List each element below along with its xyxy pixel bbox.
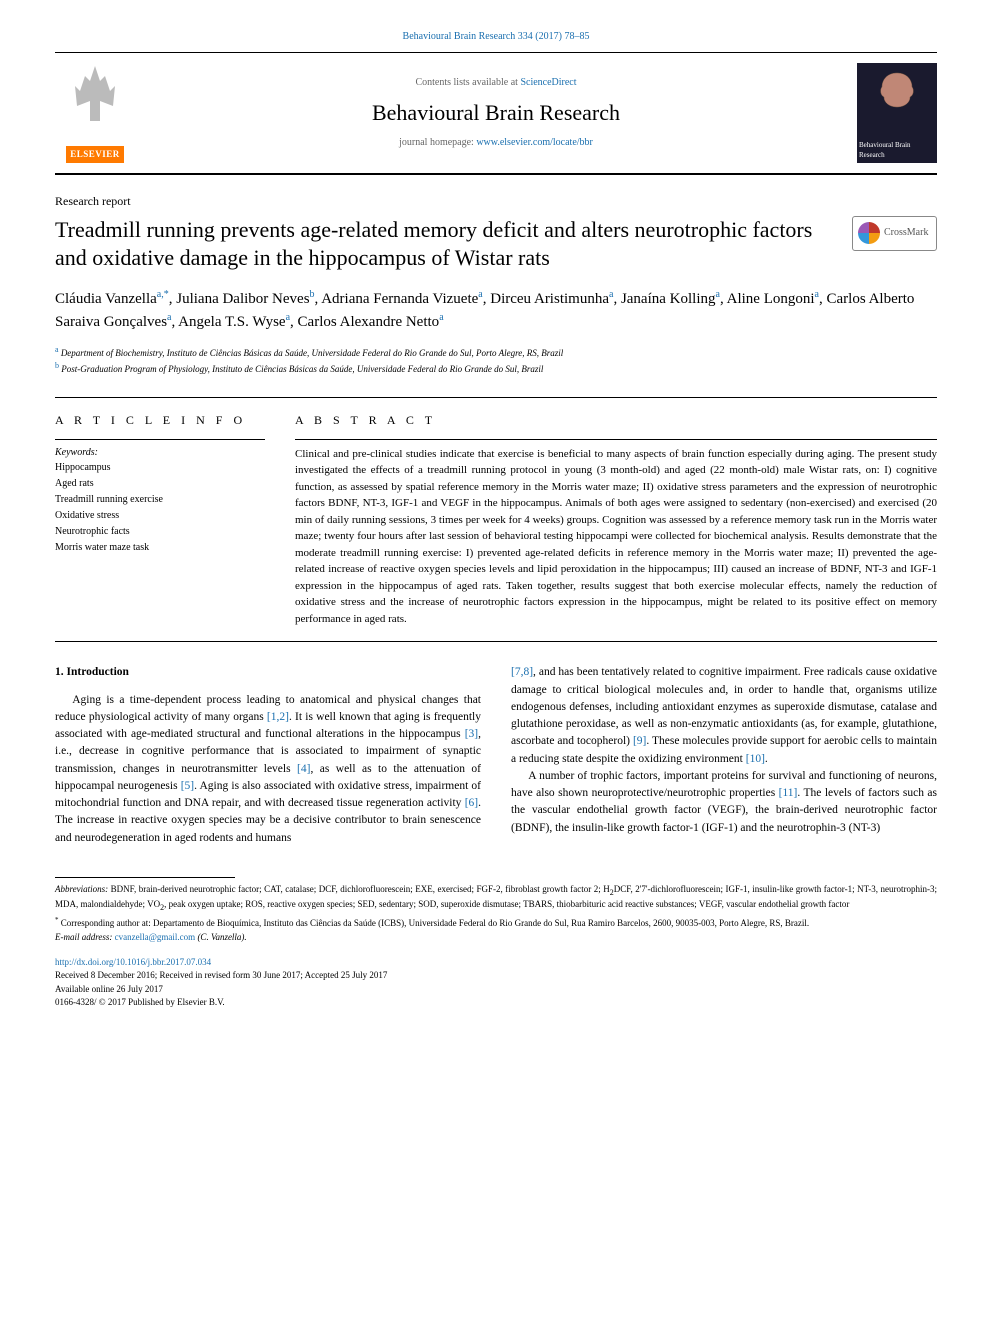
cover-text: Behavioural Brain Research xyxy=(859,141,935,161)
body-columns: 1. Introduction Aging is a time-dependen… xyxy=(55,664,937,847)
affil-text: Post-Graduation Program of Physiology, I… xyxy=(61,364,543,374)
intro-para-1-cont: [7,8], and has been tentatively related … xyxy=(511,664,937,768)
homepage-link[interactable]: www.elsevier.com/locate/bbr xyxy=(476,137,593,148)
journal-cover: Behavioural Brain Research xyxy=(857,63,937,163)
keyword: Treadmill running exercise xyxy=(55,492,265,508)
journal-name: Behavioural Brain Research xyxy=(135,98,857,129)
available-line: Available online 26 July 2017 xyxy=(55,984,163,994)
sciencedirect-link[interactable]: ScienceDirect xyxy=(520,77,576,88)
received-line: Received 8 December 2016; Received in re… xyxy=(55,970,387,980)
column-left: 1. Introduction Aging is a time-dependen… xyxy=(55,664,481,847)
header-center: Contents lists available at ScienceDirec… xyxy=(135,76,857,151)
crossmark-icon xyxy=(858,222,880,244)
introduction-heading: 1. Introduction xyxy=(55,664,481,681)
column-right: [7,8], and has been tentatively related … xyxy=(511,664,937,847)
keyword: Hippocampus xyxy=(55,460,265,476)
article-type: Research report xyxy=(55,193,937,210)
elsevier-text: ELSEVIER xyxy=(66,146,124,163)
keyword: Aged rats xyxy=(55,476,265,492)
doi-link[interactable]: http://dx.doi.org/10.1016/j.bbr.2017.07.… xyxy=(55,957,211,967)
affiliation-b: b Post-Graduation Program of Physiology,… xyxy=(55,360,937,377)
affil-label: b xyxy=(55,361,59,370)
corresponding-author: * Corresponding author at: Departamento … xyxy=(55,916,937,930)
journal-header: ELSEVIER Contents lists available at Sci… xyxy=(55,52,937,175)
abbreviations: Abbreviations: BDNF, brain-derived neuro… xyxy=(55,883,937,913)
crossmark-text: CrossMark xyxy=(884,226,928,240)
abstract-column: A B S T R A C T Clinical and pre-clinica… xyxy=(295,412,937,627)
abstract-text: Clinical and pre-clinical studies indica… xyxy=(295,446,937,628)
email-line: E-mail address: cvanzella@gmail.com (C. … xyxy=(55,931,937,944)
keywords-list: Hippocampus Aged rats Treadmill running … xyxy=(55,460,265,556)
abstract-heading: A B S T R A C T xyxy=(295,412,937,429)
affil-label: a xyxy=(55,345,59,354)
intro-para-2: A number of trophic factors, important p… xyxy=(511,768,937,837)
keyword: Oxidative stress xyxy=(55,508,265,524)
contents-prefix: Contents lists available at xyxy=(415,77,520,88)
article-info: A R T I C L E I N F O Keywords: Hippocam… xyxy=(55,412,265,627)
affiliation-a: a Department of Biochemistry, Instituto … xyxy=(55,344,937,361)
doi-section: http://dx.doi.org/10.1016/j.bbr.2017.07.… xyxy=(55,956,937,1010)
divider xyxy=(55,439,265,440)
elsevier-tree-icon xyxy=(65,61,125,146)
title-row: Treadmill running prevents age-related m… xyxy=(55,216,937,273)
intro-para-1: Aging is a time-dependent process leadin… xyxy=(55,692,481,847)
keywords-label: Keywords: xyxy=(55,446,265,460)
crossmark-badge[interactable]: CrossMark xyxy=(852,216,937,251)
article-info-heading: A R T I C L E I N F O xyxy=(55,412,265,429)
homepage-prefix: journal homepage: xyxy=(399,137,476,148)
keyword: Morris water maze task xyxy=(55,540,265,556)
keyword: Neurotrophic facts xyxy=(55,524,265,540)
email-suffix: (C. Vanzella). xyxy=(195,932,247,942)
divider xyxy=(295,439,937,440)
elsevier-logo: ELSEVIER xyxy=(55,63,135,163)
email-label: E-mail address: xyxy=(55,932,115,942)
copyright-line: 0166-4328/ © 2017 Published by Elsevier … xyxy=(55,997,225,1007)
homepage-line: journal homepage: www.elsevier.com/locat… xyxy=(135,136,857,150)
paper-title: Treadmill running prevents age-related m… xyxy=(55,216,832,273)
email-link[interactable]: cvanzella@gmail.com xyxy=(115,932,196,942)
authors: Cláudia Vanzellaa,*, Juliana Dalibor Nev… xyxy=(55,287,937,334)
contents-line: Contents lists available at ScienceDirec… xyxy=(135,76,857,90)
brain-icon xyxy=(872,65,922,128)
affiliations: a Department of Biochemistry, Instituto … xyxy=(55,344,937,377)
footer-divider xyxy=(55,877,235,878)
info-abstract-section: A R T I C L E I N F O Keywords: Hippocam… xyxy=(55,397,937,642)
affil-text: Department of Biochemistry, Instituto de… xyxy=(61,348,563,358)
citation: Behavioural Brain Research 334 (2017) 78… xyxy=(55,30,937,44)
